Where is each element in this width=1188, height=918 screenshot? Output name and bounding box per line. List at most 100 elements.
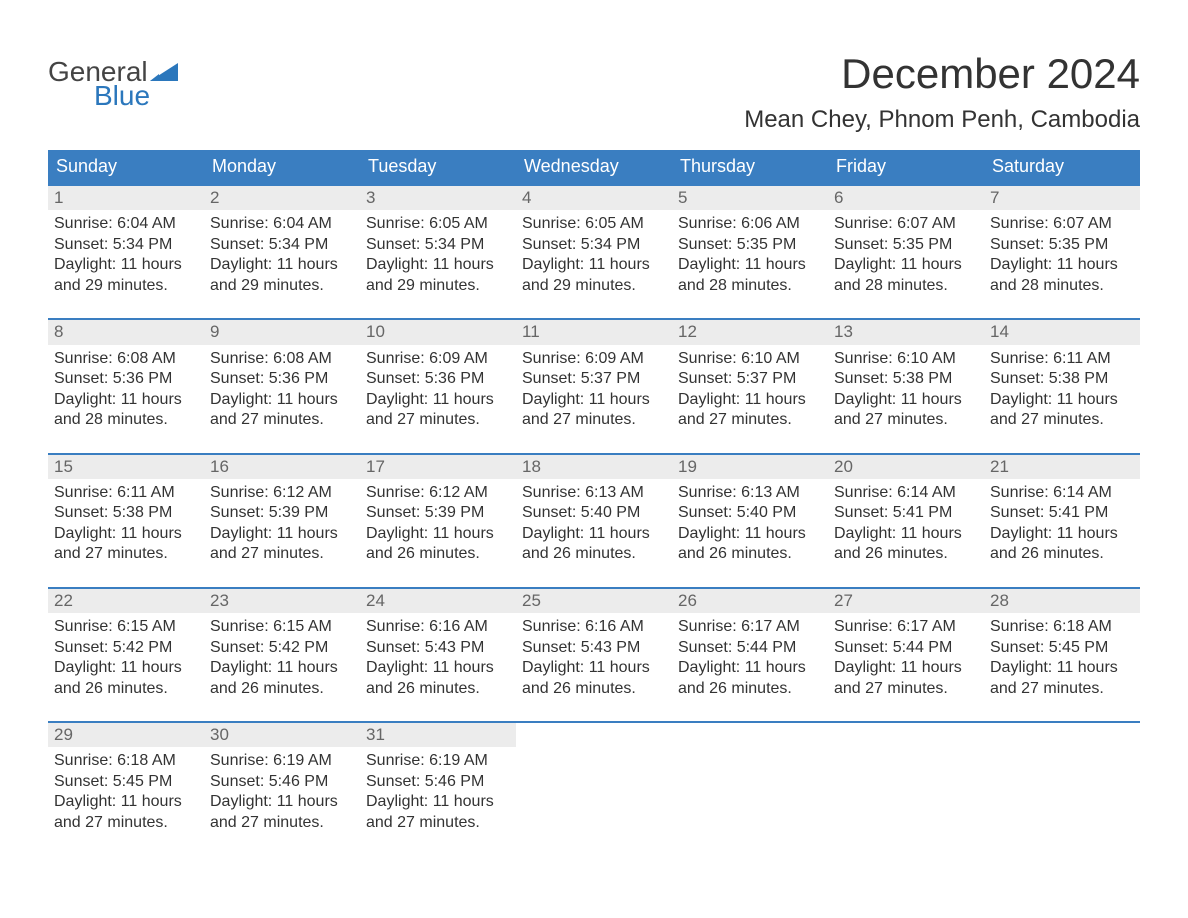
title-block: December 2024 Mean Chey, Phnom Penh, Cam… xyxy=(744,50,1140,144)
week-row: 22Sunrise: 6:15 AMSunset: 5:42 PMDayligh… xyxy=(48,587,1140,703)
day-header-thursday: Thursday xyxy=(672,150,828,184)
sunset-text: Sunset: 5:40 PM xyxy=(678,503,822,523)
daylight-line2: and 27 minutes. xyxy=(54,544,198,564)
sunrise-text: Sunrise: 6:10 AM xyxy=(834,349,978,369)
day-cell: 26Sunrise: 6:17 AMSunset: 5:44 PMDayligh… xyxy=(672,589,828,703)
day-cell: 12Sunrise: 6:10 AMSunset: 5:37 PMDayligh… xyxy=(672,320,828,434)
sunrise-text: Sunrise: 6:08 AM xyxy=(54,349,198,369)
daylight-line1: Daylight: 11 hours xyxy=(366,658,510,678)
daylight-line1: Daylight: 11 hours xyxy=(54,524,198,544)
daylight-line1: Daylight: 11 hours xyxy=(834,255,978,275)
daylight-line2: and 29 minutes. xyxy=(210,276,354,296)
day-cell: 31Sunrise: 6:19 AMSunset: 5:46 PMDayligh… xyxy=(360,723,516,837)
sunrise-text: Sunrise: 6:19 AM xyxy=(210,751,354,771)
calendar: Sunday Monday Tuesday Wednesday Thursday… xyxy=(48,150,1140,837)
daylight-line2: and 27 minutes. xyxy=(366,410,510,430)
sunrise-text: Sunrise: 6:12 AM xyxy=(366,483,510,503)
flag-icon xyxy=(150,63,178,81)
day-number: 4 xyxy=(516,186,672,210)
daylight-line1: Daylight: 11 hours xyxy=(366,524,510,544)
day-number xyxy=(672,723,828,727)
day-body: Sunrise: 6:18 AMSunset: 5:45 PMDaylight:… xyxy=(48,747,204,837)
day-cell: 3Sunrise: 6:05 AMSunset: 5:34 PMDaylight… xyxy=(360,186,516,300)
day-cell: 4Sunrise: 6:05 AMSunset: 5:34 PMDaylight… xyxy=(516,186,672,300)
day-cell xyxy=(828,723,984,837)
day-number: 28 xyxy=(984,589,1140,613)
day-body: Sunrise: 6:05 AMSunset: 5:34 PMDaylight:… xyxy=(516,210,672,300)
day-body: Sunrise: 6:18 AMSunset: 5:45 PMDaylight:… xyxy=(984,613,1140,703)
day-body: Sunrise: 6:10 AMSunset: 5:37 PMDaylight:… xyxy=(672,345,828,435)
sunset-text: Sunset: 5:36 PM xyxy=(366,369,510,389)
day-body: Sunrise: 6:05 AMSunset: 5:34 PMDaylight:… xyxy=(360,210,516,300)
day-number: 29 xyxy=(48,723,204,747)
week-row: 15Sunrise: 6:11 AMSunset: 5:38 PMDayligh… xyxy=(48,453,1140,569)
sunrise-text: Sunrise: 6:17 AM xyxy=(834,617,978,637)
day-header-monday: Monday xyxy=(204,150,360,184)
day-body: Sunrise: 6:06 AMSunset: 5:35 PMDaylight:… xyxy=(672,210,828,300)
sunset-text: Sunset: 5:37 PM xyxy=(678,369,822,389)
day-body: Sunrise: 6:14 AMSunset: 5:41 PMDaylight:… xyxy=(984,479,1140,569)
day-body: Sunrise: 6:17 AMSunset: 5:44 PMDaylight:… xyxy=(672,613,828,703)
sunset-text: Sunset: 5:35 PM xyxy=(834,235,978,255)
day-number: 30 xyxy=(204,723,360,747)
daylight-line1: Daylight: 11 hours xyxy=(522,255,666,275)
daylight-line2: and 26 minutes. xyxy=(366,679,510,699)
sunset-text: Sunset: 5:41 PM xyxy=(990,503,1134,523)
location-title: Mean Chey, Phnom Penh, Cambodia xyxy=(744,106,1140,134)
day-body: Sunrise: 6:15 AMSunset: 5:42 PMDaylight:… xyxy=(204,613,360,703)
logo: General Blue xyxy=(48,50,178,110)
day-number: 25 xyxy=(516,589,672,613)
daylight-line2: and 28 minutes. xyxy=(54,410,198,430)
daylight-line2: and 29 minutes. xyxy=(54,276,198,296)
day-number: 7 xyxy=(984,186,1140,210)
day-number: 19 xyxy=(672,455,828,479)
daylight-line1: Daylight: 11 hours xyxy=(210,255,354,275)
day-number: 3 xyxy=(360,186,516,210)
day-body: Sunrise: 6:12 AMSunset: 5:39 PMDaylight:… xyxy=(360,479,516,569)
sunset-text: Sunset: 5:45 PM xyxy=(54,772,198,792)
daylight-line2: and 26 minutes. xyxy=(834,544,978,564)
day-number: 31 xyxy=(360,723,516,747)
day-cell: 5Sunrise: 6:06 AMSunset: 5:35 PMDaylight… xyxy=(672,186,828,300)
day-body: Sunrise: 6:11 AMSunset: 5:38 PMDaylight:… xyxy=(984,345,1140,435)
day-cell: 9Sunrise: 6:08 AMSunset: 5:36 PMDaylight… xyxy=(204,320,360,434)
sunrise-text: Sunrise: 6:04 AM xyxy=(54,214,198,234)
day-number: 5 xyxy=(672,186,828,210)
day-cell: 17Sunrise: 6:12 AMSunset: 5:39 PMDayligh… xyxy=(360,455,516,569)
sunset-text: Sunset: 5:37 PM xyxy=(522,369,666,389)
daylight-line1: Daylight: 11 hours xyxy=(366,390,510,410)
day-cell: 21Sunrise: 6:14 AMSunset: 5:41 PMDayligh… xyxy=(984,455,1140,569)
day-number: 1 xyxy=(48,186,204,210)
day-body: Sunrise: 6:13 AMSunset: 5:40 PMDaylight:… xyxy=(672,479,828,569)
day-number: 9 xyxy=(204,320,360,344)
sunrise-text: Sunrise: 6:12 AM xyxy=(210,483,354,503)
daylight-line2: and 26 minutes. xyxy=(678,679,822,699)
day-cell: 19Sunrise: 6:13 AMSunset: 5:40 PMDayligh… xyxy=(672,455,828,569)
daylight-line2: and 27 minutes. xyxy=(210,544,354,564)
sunset-text: Sunset: 5:39 PM xyxy=(366,503,510,523)
sunset-text: Sunset: 5:35 PM xyxy=(990,235,1134,255)
day-body: Sunrise: 6:19 AMSunset: 5:46 PMDaylight:… xyxy=(360,747,516,837)
day-cell: 10Sunrise: 6:09 AMSunset: 5:36 PMDayligh… xyxy=(360,320,516,434)
page: General Blue December 2024 Mean Chey, Ph… xyxy=(0,0,1188,877)
sunset-text: Sunset: 5:38 PM xyxy=(990,369,1134,389)
day-header-friday: Friday xyxy=(828,150,984,184)
day-cell: 16Sunrise: 6:12 AMSunset: 5:39 PMDayligh… xyxy=(204,455,360,569)
day-body: Sunrise: 6:19 AMSunset: 5:46 PMDaylight:… xyxy=(204,747,360,837)
daylight-line1: Daylight: 11 hours xyxy=(522,658,666,678)
day-cell xyxy=(516,723,672,837)
daylight-line1: Daylight: 11 hours xyxy=(366,255,510,275)
day-cell: 25Sunrise: 6:16 AMSunset: 5:43 PMDayligh… xyxy=(516,589,672,703)
daylight-line2: and 27 minutes. xyxy=(210,813,354,833)
day-body: Sunrise: 6:14 AMSunset: 5:41 PMDaylight:… xyxy=(828,479,984,569)
daylight-line1: Daylight: 11 hours xyxy=(522,524,666,544)
day-cell: 1Sunrise: 6:04 AMSunset: 5:34 PMDaylight… xyxy=(48,186,204,300)
sunrise-text: Sunrise: 6:07 AM xyxy=(990,214,1134,234)
day-body: Sunrise: 6:17 AMSunset: 5:44 PMDaylight:… xyxy=(828,613,984,703)
day-cell: 6Sunrise: 6:07 AMSunset: 5:35 PMDaylight… xyxy=(828,186,984,300)
daylight-line2: and 27 minutes. xyxy=(210,410,354,430)
daylight-line2: and 28 minutes. xyxy=(990,276,1134,296)
sunset-text: Sunset: 5:38 PM xyxy=(834,369,978,389)
day-number: 26 xyxy=(672,589,828,613)
sunrise-text: Sunrise: 6:18 AM xyxy=(990,617,1134,637)
